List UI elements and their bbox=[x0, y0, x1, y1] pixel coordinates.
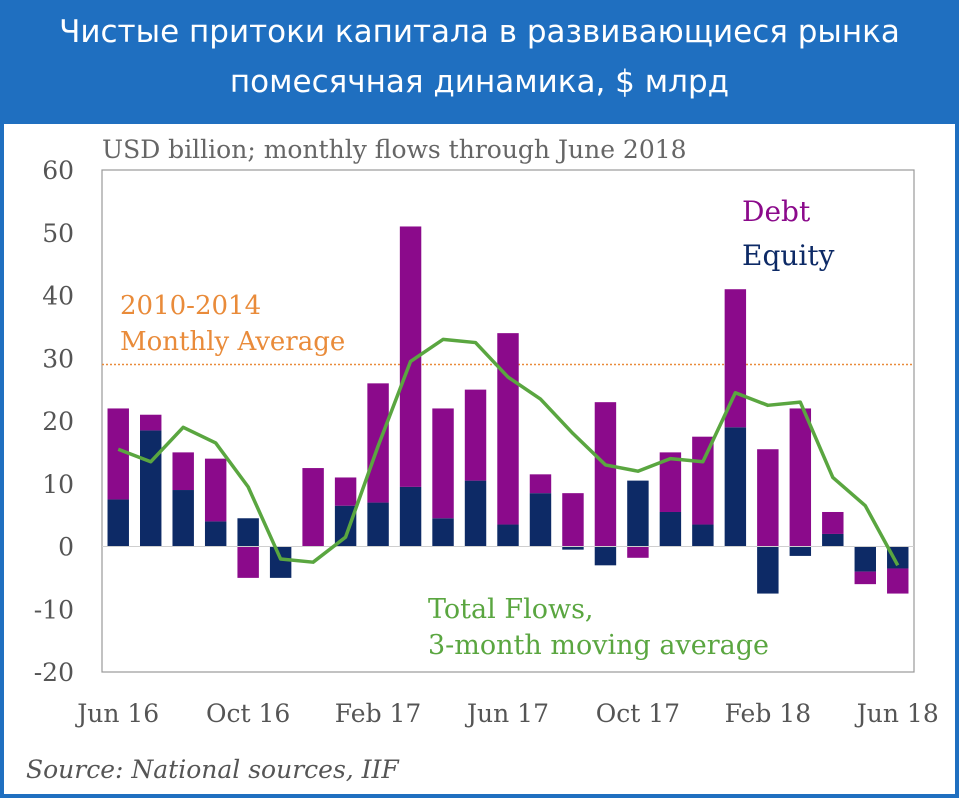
debt-bar bbox=[399, 226, 422, 487]
title-line-1: Чистые притоки капитала в развивающиеся … bbox=[59, 14, 900, 50]
y-tick-label: 60 bbox=[42, 156, 74, 185]
legend-equity-label: Equity bbox=[742, 239, 835, 272]
equity-bar bbox=[594, 546, 617, 566]
chart-frame bbox=[0, 124, 959, 798]
debt-bar bbox=[724, 289, 747, 428]
debt-bar bbox=[887, 568, 909, 594]
x-tick-label: Feb 17 bbox=[335, 699, 422, 728]
equity-bar bbox=[789, 546, 812, 556]
moving-average-line bbox=[117, 337, 900, 567]
equity-bar bbox=[140, 430, 162, 547]
equity-bar bbox=[464, 480, 487, 547]
debt-bar bbox=[659, 452, 682, 512]
title-banner: Чистые притоки капитала в развивающиеся … bbox=[0, 0, 959, 124]
reference-label-line-1: 2010-2014 bbox=[120, 291, 261, 321]
equity-bar bbox=[529, 493, 552, 547]
x-tick-label: Oct 17 bbox=[596, 699, 680, 728]
chart-subtitle: USD billion; monthly flows through June … bbox=[102, 135, 687, 164]
ma-label-line-2: 3-month moving average bbox=[428, 630, 769, 661]
equity-bar bbox=[204, 521, 227, 547]
equity-bar bbox=[627, 480, 649, 547]
equity-bar bbox=[237, 518, 259, 547]
debt-bar bbox=[854, 571, 876, 585]
legend-debt-label: Debt bbox=[742, 195, 811, 228]
equity-bar bbox=[562, 546, 584, 550]
x-tick-label: Oct 16 bbox=[206, 699, 290, 728]
debt-bar bbox=[529, 474, 552, 494]
debt-bar bbox=[140, 414, 162, 431]
debt-bar bbox=[757, 449, 779, 547]
debt-bar bbox=[594, 402, 617, 547]
equity-bar bbox=[334, 505, 357, 547]
equity-bar bbox=[107, 499, 129, 547]
equity-bar bbox=[822, 533, 844, 547]
equity-bar bbox=[367, 502, 389, 547]
debt-bar bbox=[172, 452, 194, 491]
equity-bar bbox=[269, 546, 292, 578]
debt-bar bbox=[627, 546, 649, 558]
ma-label-line-1: Total Flows, bbox=[428, 594, 594, 625]
debt-bar bbox=[334, 477, 357, 506]
debt-bar bbox=[692, 436, 714, 525]
debt-bar bbox=[562, 493, 584, 547]
y-tick-label: 30 bbox=[42, 344, 74, 373]
equity-bar bbox=[724, 427, 747, 547]
source-note: Source: National sources, IIF bbox=[26, 755, 399, 784]
reference-label-line-2: Monthly Average bbox=[120, 327, 345, 357]
equity-bar bbox=[172, 490, 194, 547]
y-tick-label: 40 bbox=[42, 282, 74, 311]
x-tick-label: Jun 17 bbox=[464, 699, 549, 728]
debt-bar bbox=[464, 389, 487, 481]
equity-bar bbox=[399, 486, 422, 547]
equity-bar bbox=[497, 524, 519, 547]
plot-border bbox=[101, 169, 915, 673]
x-tick-label: Feb 18 bbox=[725, 699, 812, 728]
y-tick-label: -10 bbox=[34, 595, 74, 624]
x-tick-label: Jun 16 bbox=[74, 699, 159, 728]
debt-bar bbox=[497, 333, 519, 525]
debt-bar bbox=[204, 458, 227, 522]
debt-bar bbox=[789, 408, 812, 547]
equity-bar bbox=[757, 546, 779, 594]
debt-bar bbox=[107, 408, 129, 500]
debt-bar bbox=[432, 408, 454, 519]
debt-bar bbox=[302, 468, 324, 547]
equity-bar bbox=[432, 518, 454, 547]
y-tick-label: 20 bbox=[42, 407, 74, 436]
y-tick-label: 50 bbox=[42, 219, 74, 248]
debt-bar bbox=[237, 546, 259, 578]
y-tick-label: 0 bbox=[58, 533, 74, 562]
y-tick-label: -20 bbox=[34, 658, 74, 687]
x-tick-label: Jun 18 bbox=[854, 699, 939, 728]
debt-bar bbox=[822, 511, 844, 534]
equity-bar bbox=[692, 524, 714, 547]
equity-bar bbox=[659, 511, 682, 547]
y-tick-label: 10 bbox=[42, 470, 74, 499]
equity-bar bbox=[854, 546, 876, 572]
title-line-2: помесячная динамика, $ млрд bbox=[229, 64, 730, 100]
